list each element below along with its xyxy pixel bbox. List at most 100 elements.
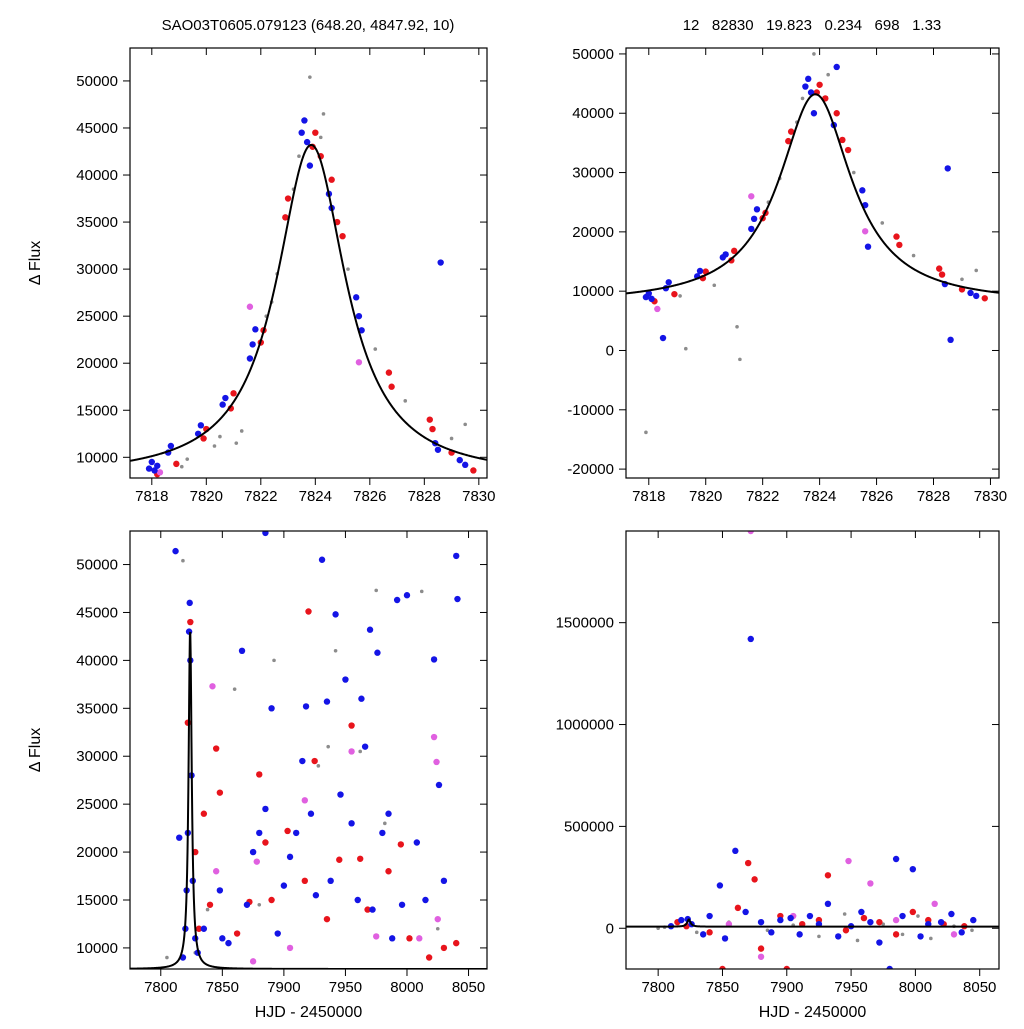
data-point-blue: [802, 83, 809, 90]
y-tick-label: 10000: [572, 283, 614, 300]
data-point-magenta: [355, 359, 363, 366]
data-point-magenta: [416, 935, 423, 942]
data-point-blue: [944, 165, 951, 172]
data-point-red: [892, 931, 900, 938]
data-point-magenta: [950, 931, 958, 938]
data-point-blue: [318, 556, 326, 563]
data-point-blue: [249, 848, 257, 856]
data-point-red: [312, 129, 319, 136]
data-point-blue: [706, 912, 713, 920]
data-point-blue: [327, 877, 334, 885]
data-point-red: [842, 927, 850, 934]
data-point-red: [719, 965, 726, 969]
data-point-gray: [218, 434, 222, 439]
data-point-magenta: [867, 880, 874, 887]
data-point-blue: [306, 162, 314, 169]
y-tick-label: 40000: [76, 652, 118, 669]
data-point-blue: [246, 355, 254, 362]
data-point-gray: [403, 399, 408, 403]
title-right: 12 82830 19.823 0.234 698 1.33: [683, 17, 942, 34]
data-point-blue: [307, 810, 315, 817]
data-point-blue: [750, 215, 758, 223]
data-point-gray: [463, 422, 467, 427]
y-tick-label: 30000: [76, 261, 118, 278]
plot-area: [130, 531, 487, 969]
data-point-blue: [354, 896, 361, 904]
data-point-magenta: [286, 944, 294, 952]
data-point-blue: [917, 933, 924, 940]
data-point-red: [233, 930, 241, 937]
data-point-blue: [262, 805, 269, 813]
data-point-magenta: [757, 953, 765, 960]
data-point-magenta: [301, 797, 309, 804]
data-point-blue: [393, 596, 401, 604]
data-point-blue: [659, 334, 667, 342]
data-point-red: [706, 929, 713, 936]
data-point-blue: [219, 401, 226, 408]
data-point-red: [216, 789, 224, 796]
data-point-blue: [422, 896, 429, 904]
data-point-red: [844, 146, 852, 154]
data-point-blue: [721, 935, 729, 942]
data-point-blue: [859, 187, 866, 194]
data-point-red: [282, 214, 289, 221]
data-point-gray: [373, 347, 378, 351]
data-point-blue: [219, 935, 226, 942]
data-point-red: [339, 232, 346, 240]
data-point-blue: [722, 251, 729, 258]
data-point-red: [385, 868, 392, 875]
data-point-blue: [385, 810, 392, 817]
data-point-red: [256, 771, 263, 778]
data-point-magenta: [253, 858, 260, 865]
x-tick-label: 7826: [860, 488, 893, 505]
data-point-blue: [252, 326, 259, 333]
x-tick-label: 7828: [917, 488, 950, 505]
y-tick-label: 35000: [76, 700, 118, 717]
data-point-blue: [732, 847, 739, 855]
data-point-red: [284, 827, 291, 835]
x-axis-label: HJD - 2450000: [759, 1004, 867, 1021]
data-point-red: [323, 915, 331, 923]
data-point-gray: [374, 588, 379, 593]
data-point-red: [388, 383, 395, 390]
y-axis-label: Δ Flux: [27, 728, 44, 772]
data-point-magenta: [931, 900, 938, 908]
data-point-blue: [274, 930, 281, 937]
data-point-blue: [665, 279, 672, 286]
data-point-blue: [456, 456, 463, 464]
data-point-gray: [644, 430, 648, 435]
title-left: SAO03T0605.079123 (648.20, 4847.92, 10): [162, 17, 455, 34]
data-point-gray: [346, 267, 350, 271]
data-point-magenta: [861, 228, 869, 235]
x-tick-label: 7950: [329, 979, 362, 996]
data-point-blue: [867, 918, 874, 926]
plot-area: [626, 531, 999, 969]
data-point-red: [785, 137, 792, 145]
data-point-blue: [299, 757, 306, 765]
model-curve: [130, 143, 487, 462]
x-tick-label: 7818: [135, 488, 168, 505]
data-point-blue: [440, 877, 448, 885]
data-point-red: [426, 416, 433, 423]
data-point-blue: [286, 853, 294, 861]
data-point-blue: [899, 912, 906, 920]
x-tick-label: 8000: [899, 979, 932, 996]
data-point-blue: [777, 916, 784, 924]
data-point-blue: [216, 887, 224, 894]
data-point-magenta: [249, 958, 257, 965]
x-tick-label: 7826: [353, 488, 386, 505]
x-axis-label: HJD - 2450000: [255, 1004, 363, 1021]
y-tick-label: 20000: [76, 844, 118, 861]
data-point-blue: [361, 743, 369, 750]
y-tick-label: 1500000: [556, 615, 614, 632]
model-curve: [130, 631, 487, 969]
data-point-blue: [805, 75, 812, 83]
data-point-blue: [302, 703, 310, 710]
data-point-gray: [735, 324, 739, 329]
data-point-red: [730, 247, 738, 255]
data-point-magenta: [433, 758, 440, 766]
x-tick-label: 7900: [267, 979, 300, 996]
data-point-gray: [960, 277, 964, 282]
